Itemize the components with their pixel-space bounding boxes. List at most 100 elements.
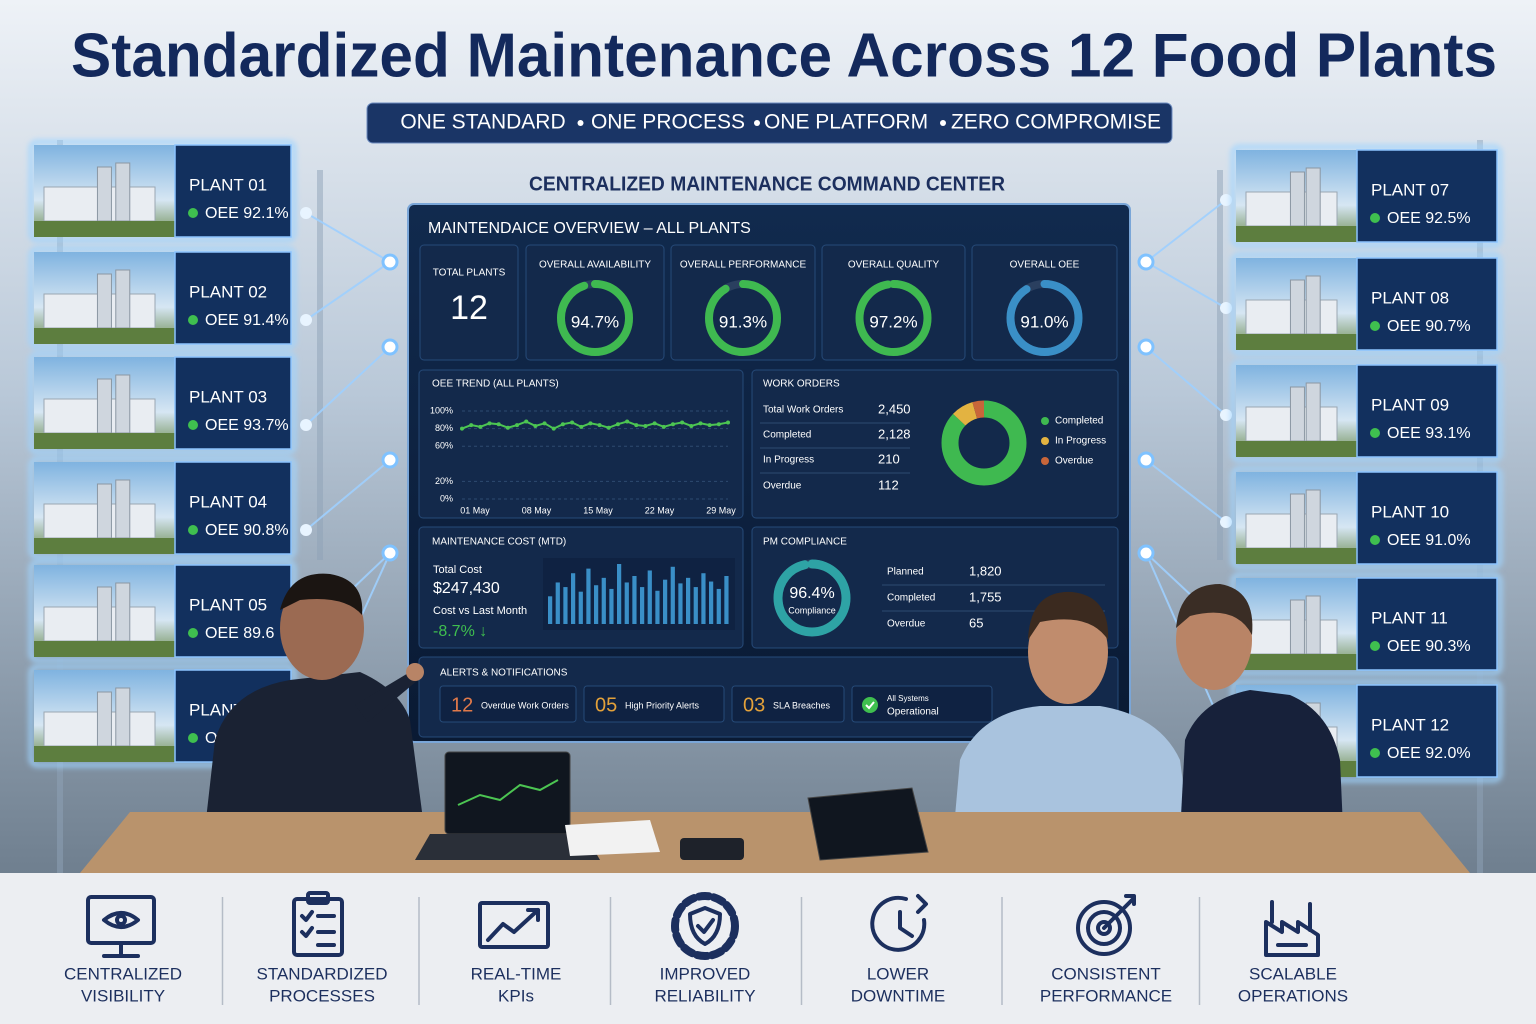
feature-label: CONSISTENT bbox=[1051, 964, 1161, 983]
cost-bar bbox=[686, 577, 691, 624]
cost-bar bbox=[678, 583, 683, 624]
link bbox=[1145, 199, 1227, 263]
cost-bar bbox=[609, 588, 614, 624]
status-dot bbox=[1370, 748, 1380, 758]
icon-part bbox=[102, 911, 140, 929]
trend-point bbox=[716, 422, 721, 427]
plant-card: PLANT 07 OEE 92.5% bbox=[1231, 145, 1502, 247]
plant-lawn bbox=[1236, 226, 1357, 242]
pm-label: Planned bbox=[887, 567, 924, 578]
icon-part bbox=[300, 926, 314, 938]
plant-oee: OEE 92.1% bbox=[205, 205, 289, 222]
link-node bbox=[1220, 516, 1232, 528]
plant-lawn bbox=[1236, 441, 1357, 457]
status-dot bbox=[1370, 428, 1380, 438]
plant-name: PLANT 08 bbox=[1371, 288, 1449, 307]
panel-title: ALERTS & NOTIFICATIONS bbox=[440, 668, 568, 679]
cost-bar bbox=[663, 579, 668, 624]
y-tick-label: 0% bbox=[440, 493, 453, 503]
alert-count: 03 bbox=[743, 694, 765, 716]
trend-point bbox=[460, 426, 464, 431]
dashboard-title: MAINTENDAICE OVERVIEW – ALL PLANTS bbox=[428, 220, 751, 237]
icon-part bbox=[898, 910, 914, 938]
work-order-label: Completed bbox=[763, 430, 811, 441]
work-order-value: 2,128 bbox=[878, 426, 911, 441]
link bbox=[305, 459, 391, 531]
plant-oee: OEE 91.0% bbox=[1387, 532, 1471, 549]
gauge-arc bbox=[1006, 280, 1083, 356]
plant-name: PLANT 11 bbox=[1371, 608, 1448, 627]
alert-label: Overdue Work Orders bbox=[481, 700, 569, 710]
card-glow bbox=[29, 247, 296, 349]
trend-point bbox=[652, 421, 657, 426]
main-title: Standardized Maintenance Across 12 Food … bbox=[71, 21, 1497, 90]
dashboard-panel bbox=[670, 244, 816, 361]
plant-silo bbox=[1289, 493, 1305, 549]
card-glow bbox=[1231, 253, 1502, 355]
work-order-value: 2,450 bbox=[878, 401, 911, 416]
person-left-arm bbox=[355, 672, 418, 722]
card-glow bbox=[1231, 467, 1502, 569]
table bbox=[80, 812, 1470, 873]
feature-label: CENTRALIZED bbox=[64, 964, 182, 983]
feature-label: SCALABLE bbox=[1249, 964, 1337, 983]
icon-part bbox=[478, 901, 550, 949]
legend-label: In Progress bbox=[1055, 436, 1106, 447]
tagline-pill bbox=[366, 102, 1173, 144]
plant-oee: OEE 91.4% bbox=[205, 312, 289, 329]
cost-bar bbox=[578, 591, 583, 624]
icon-clipboard bbox=[292, 891, 344, 957]
laptop-screen bbox=[444, 751, 571, 835]
trend-point bbox=[661, 424, 666, 429]
cost-bar bbox=[655, 590, 660, 624]
plant-name: PLANT 07 bbox=[1371, 180, 1449, 199]
donut-segment bbox=[941, 400, 1027, 486]
plant-lawn bbox=[34, 538, 175, 554]
conference-phone bbox=[680, 838, 744, 860]
dashboard-panel bbox=[418, 369, 744, 519]
plant-oee: OEE 93.7% bbox=[205, 417, 289, 434]
tagline-separator bbox=[754, 120, 760, 126]
cost-bar bbox=[601, 577, 606, 624]
trend-point bbox=[643, 423, 648, 428]
plant-name: PLANT 09 bbox=[1371, 395, 1449, 414]
hub-node bbox=[1137, 338, 1155, 356]
trend-point bbox=[707, 423, 712, 428]
plant-silo bbox=[96, 691, 112, 747]
gauge-label: OVERALL PERFORMANCE bbox=[680, 260, 807, 271]
plant-silo bbox=[115, 162, 131, 222]
pm-count: 1,755 bbox=[969, 589, 1002, 604]
cost-bar bbox=[701, 573, 706, 624]
gauge-value: 91.3% bbox=[719, 312, 767, 331]
cost-bar bbox=[548, 596, 553, 624]
feature-label: KPIs bbox=[498, 986, 534, 1005]
gauge-arc bbox=[773, 559, 851, 637]
pm-count: 65 bbox=[969, 615, 983, 630]
gauge-label: OVERALL QUALITY bbox=[848, 260, 940, 271]
plant-card: PLANT 11 OEE 90.3% bbox=[1231, 573, 1502, 675]
cost-bar bbox=[594, 585, 599, 624]
icon-part bbox=[696, 918, 715, 934]
plant-info-panel bbox=[1356, 684, 1498, 778]
alert-box bbox=[583, 685, 725, 723]
status-dot bbox=[188, 733, 198, 743]
plant-oee: OEE 93.1% bbox=[1387, 425, 1471, 442]
hub-node bbox=[1137, 451, 1155, 469]
x-tick-label: 22 May bbox=[645, 505, 675, 515]
gauge-label: OVERALL AVAILABILITY bbox=[539, 260, 651, 271]
icon-part bbox=[916, 894, 928, 914]
plant-lawn bbox=[1236, 548, 1357, 564]
icon-part bbox=[526, 908, 540, 922]
plant-silo bbox=[1289, 599, 1305, 655]
plant-silo bbox=[1305, 167, 1321, 227]
trend-point bbox=[570, 420, 575, 425]
x-tick-label: 08 May bbox=[522, 505, 552, 515]
plant-name: PLANT 04 bbox=[189, 492, 267, 511]
dashboard: MAINTENDAICE OVERVIEW – ALL PLANTS TOTAL … bbox=[418, 220, 1119, 738]
trend-point bbox=[478, 424, 483, 429]
alert-box bbox=[731, 685, 845, 723]
work-order-label: In Progress bbox=[763, 455, 814, 466]
panel-title: PM COMPLIANCE bbox=[763, 537, 847, 548]
plant-lawn bbox=[34, 221, 175, 237]
cost-change: -8.7% ↓ bbox=[433, 623, 487, 640]
